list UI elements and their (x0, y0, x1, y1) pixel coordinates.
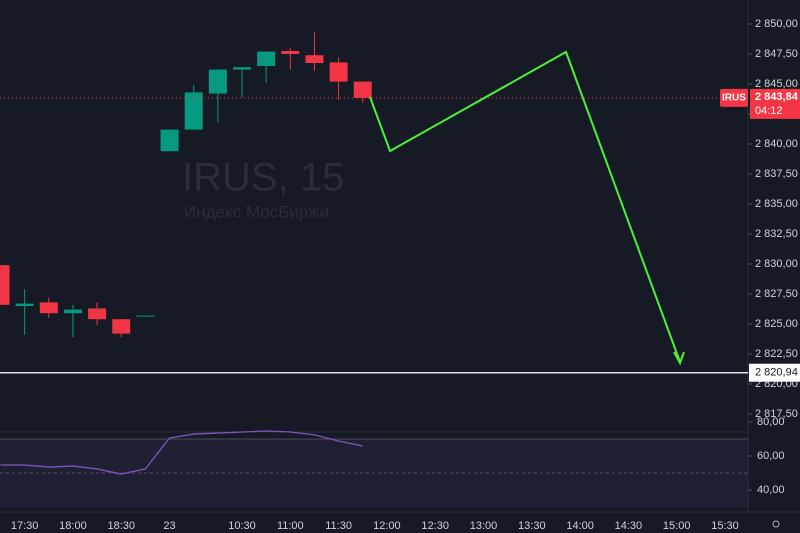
x-tick-label: 12:30 (421, 520, 449, 532)
candle-body (15, 303, 34, 306)
x-tick-label: 14:30 (615, 520, 643, 532)
watermark-symbol: IRUS, 15 (182, 156, 344, 200)
candle-body (63, 309, 82, 314)
y-tick-label: 2 850,00 (755, 18, 798, 30)
x-tick-label: 14:00 (566, 520, 594, 532)
candle-body (353, 81, 372, 98)
candle-body (112, 319, 131, 334)
x-tick-label: 23 (163, 520, 175, 532)
rsi-tick-label: 40,00 (757, 484, 785, 496)
y-tick-label: 2 847,50 (755, 48, 798, 60)
y-tick-label: 2 817,50 (755, 408, 798, 420)
settings-icon[interactable] (772, 520, 780, 528)
x-tick-label: 13:30 (518, 520, 546, 532)
candle-body (160, 129, 179, 152)
y-tick-label: 2 825,00 (755, 318, 798, 330)
x-tick-label: 11:30 (325, 520, 352, 532)
drawing-arrow[interactable] (369, 50, 681, 363)
candle-body (0, 265, 10, 305)
y-tick-label: 2 837,50 (755, 168, 798, 180)
candle-body (184, 92, 203, 130)
y-tick-label: 2 845,00 (755, 78, 798, 90)
candle-body (233, 67, 251, 70)
x-tick-label: 12:00 (373, 520, 401, 532)
candle-body (88, 308, 107, 320)
candle-body (39, 302, 58, 314)
price-tag-text: 2 843,84 (755, 91, 799, 103)
x-tick-label: 11:00 (277, 520, 304, 532)
candle-body (136, 315, 155, 317)
x-tick-label: 17:30 (11, 520, 39, 532)
countdown-text: 04:12 (755, 105, 783, 117)
y-tick-label: 2 822,50 (755, 348, 798, 360)
y-tick-label: 2 840,00 (755, 138, 798, 150)
x-tick-label: 15:00 (663, 520, 691, 532)
rsi-line (0, 430, 363, 475)
y-tick-label: 2 832,50 (755, 228, 798, 240)
watermark-subtitle: Индекс МосБиржи (184, 202, 329, 221)
hline-tag-text: 2 820,94 (755, 367, 798, 379)
arrow-head (673, 351, 685, 366)
ticker-tag-text: IRUS (722, 93, 746, 104)
price-tag (750, 88, 800, 119)
x-tick-label: 13:00 (470, 520, 498, 532)
x-tick-label: 18:30 (107, 520, 135, 532)
candle-body (305, 55, 324, 63)
rsi-tick-label: 80,00 (757, 416, 785, 428)
candle-body (257, 51, 276, 66)
x-tick-label: 15:30 (711, 520, 739, 532)
ticker-tag (720, 88, 748, 107)
candle-body (329, 62, 348, 82)
y-tick-label: 2 830,00 (755, 258, 798, 270)
y-tick-label: 2 827,50 (755, 288, 798, 300)
x-tick-label: 18:00 (59, 520, 87, 532)
x-tick-label: 10:30 (228, 520, 256, 532)
rsi-tick-label: 60,00 (757, 450, 785, 462)
y-tick-label: 2 835,00 (755, 198, 798, 210)
candle-body (281, 51, 300, 54)
hline-tag (749, 363, 800, 382)
candle-body (208, 69, 227, 94)
